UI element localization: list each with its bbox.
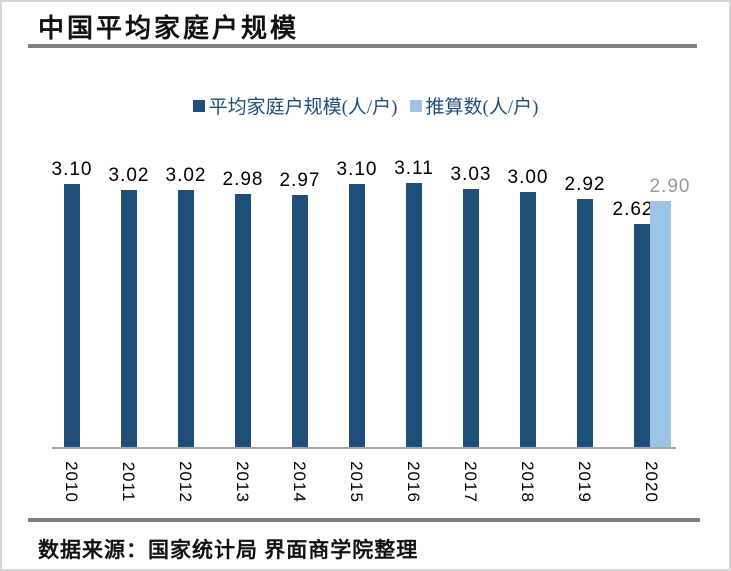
value-label-actual-2010: 3.10 — [51, 158, 93, 180]
value-label-actual-2016: 3.11 — [394, 157, 434, 179]
x-tick-label-2010: 2010 — [62, 461, 81, 503]
bar-actual-2015 — [349, 183, 365, 447]
legend: 平均家庭户规模(人/户) 推算数(人/户) — [2, 92, 729, 119]
x-tick-label-2011: 2011 — [119, 461, 138, 503]
legend-label-estimated: 推算数(人/户) — [425, 97, 539, 118]
source-note: 数据来源：国家统计局 界面商学院整理 — [38, 538, 419, 562]
x-tick-label-2016: 2016 — [404, 461, 423, 503]
x-tick-label-2017: 2017 — [461, 461, 480, 503]
x-tick-label-2014: 2014 — [290, 461, 309, 503]
bar-actual-2018 — [520, 192, 536, 447]
legend-swatch-actual-icon — [192, 99, 205, 112]
bar-actual-2010 — [64, 183, 80, 447]
value-label-actual-2018: 3.00 — [507, 167, 549, 188]
bar-actual-2019 — [577, 198, 593, 447]
value-label-actual-2020: 2.62 — [612, 199, 654, 221]
title-divider — [28, 44, 697, 48]
bar-actual-2014 — [292, 194, 308, 447]
value-label-actual-2014: 2.97 — [279, 169, 321, 191]
bar-estimated-2020 — [650, 200, 671, 447]
value-label-estimated-2020: 2.90 — [649, 175, 691, 197]
page-title: 中国平均家庭户规模 — [38, 14, 300, 43]
value-label-actual-2017: 3.03 — [450, 164, 492, 186]
bar-actual-2011 — [121, 190, 137, 447]
value-label-actual-2013: 2.98 — [222, 168, 264, 190]
legend-item-estimated: 推算数(人/户) — [409, 92, 539, 119]
value-label-actual-2011: 3.02 — [108, 165, 150, 187]
x-tick-label-2015: 2015 — [347, 461, 366, 503]
value-label-actual-2012: 3.02 — [165, 165, 207, 187]
bar-actual-2020 — [634, 224, 650, 447]
bar-actual-2013 — [235, 193, 251, 447]
legend-item-actual: 平均家庭户规模(人/户) — [192, 92, 398, 119]
legend-swatch-estimated-icon — [409, 99, 422, 112]
bar-actual-2017 — [463, 189, 479, 447]
bar-actual-2012 — [178, 190, 194, 447]
bar-actual-2016 — [406, 182, 422, 447]
x-tick-label-2012: 2012 — [176, 461, 195, 503]
footer-divider — [28, 518, 700, 522]
legend-label-actual: 平均家庭户规模(人/户) — [208, 97, 398, 118]
x-axis-line — [52, 447, 676, 449]
x-tick-label-2020: 2020 — [642, 461, 661, 503]
x-tick-label-2018: 2018 — [518, 461, 537, 503]
value-label-actual-2019: 2.92 — [564, 173, 606, 195]
x-tick-label-2019: 2019 — [575, 461, 594, 503]
x-tick-label-2013: 2013 — [233, 461, 252, 503]
value-label-actual-2015: 3.10 — [336, 158, 378, 180]
